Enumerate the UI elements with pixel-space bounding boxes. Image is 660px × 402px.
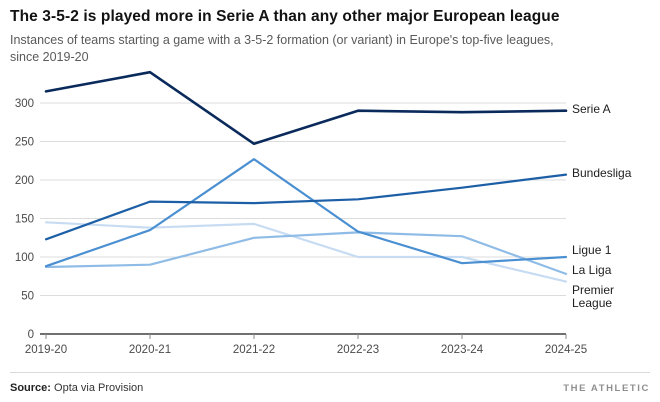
- series-label-ligue-1: Ligue 1: [572, 242, 612, 257]
- y-tick-label-50: 50: [21, 291, 34, 303]
- y-tick-label-200: 200: [15, 175, 34, 187]
- footer-divider: [10, 372, 650, 373]
- line-bundesliga: [44, 173, 568, 241]
- y-tick-label-300: 300: [15, 98, 34, 110]
- chart-footer: Source: Opta via Provision THE ATHLETIC: [10, 372, 650, 394]
- x-tick-label-2024-25: 2024-25: [545, 344, 587, 356]
- source-text: Opta via Provision: [50, 382, 144, 394]
- y-tick-label-250: 250: [15, 137, 34, 149]
- x-tick-label-2023-24: 2023-24: [441, 344, 484, 356]
- source-note: Source: Opta via Provision: [10, 382, 143, 394]
- series-label-serie-a: Serie A: [572, 101, 611, 116]
- x-tick-label-2021-22: 2021-22: [233, 344, 275, 356]
- series-label-bundesliga: Bundesliga: [572, 165, 632, 180]
- chart-subtitle: Instances of teams starting a game with …: [10, 33, 554, 64]
- x-tick-label-2020-21: 2020-21: [129, 344, 171, 356]
- chart-title: The 3-5-2 is played more in Serie A than…: [10, 8, 560, 25]
- source-label: Source:: [10, 382, 51, 394]
- series-label-premier-league: Premier League: [572, 282, 615, 311]
- x-tick-label-2022-23: 2022-23: [337, 344, 379, 356]
- line-premier-league: [44, 221, 568, 283]
- brand-logo: THE ATHLETIC: [563, 383, 650, 394]
- y-tick-label-150: 150: [15, 214, 34, 226]
- line-la-liga: [44, 231, 568, 275]
- line-serie-a: [44, 70, 568, 146]
- x-tick-label-2019-20: 2019-20: [25, 344, 67, 356]
- line-chart: 0 50 100 150 200 250 300 2019-20 2020-21 2021-22 2…: [0, 64, 660, 362]
- y-tick-label-0: 0: [28, 329, 34, 341]
- line-ligue-1: [44, 158, 568, 268]
- y-tick-label-100: 100: [15, 252, 34, 264]
- series-label-la-liga: La Liga: [572, 263, 612, 278]
- chart-plot: 0 50 100 150 200 250 300 2019-20 2020-21 2021-22 2…: [15, 70, 587, 356]
- series-labels: Serie A Bundesliga Ligue 1 La Liga Premier L…: [572, 64, 656, 362]
